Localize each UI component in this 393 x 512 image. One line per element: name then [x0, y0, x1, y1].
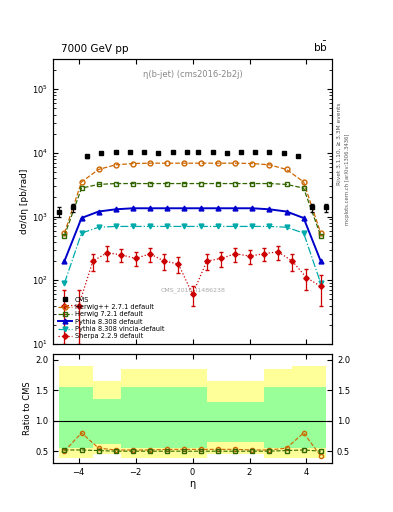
Y-axis label: Ratio to CMS: Ratio to CMS: [23, 382, 32, 435]
Text: mcplots.cern.ch [arXiv:1306.3436]: mcplots.cern.ch [arXiv:1306.3436]: [345, 134, 350, 225]
Text: b$\mathregular{\bar{b}}$: b$\mathregular{\bar{b}}$: [314, 39, 328, 54]
Text: Rivet 3.1.10, ≥ 3.3M events: Rivet 3.1.10, ≥ 3.3M events: [337, 102, 342, 185]
Legend: CMS, Herwig++ 2.7.1 default, Herwig 7.2.1 default, Pythia 8.308 default, Pythia : CMS, Herwig++ 2.7.1 default, Herwig 7.2.…: [56, 295, 166, 340]
Y-axis label: dσ/dη [pb/rad]: dσ/dη [pb/rad]: [20, 168, 29, 234]
Text: CMS_2016_I1486238: CMS_2016_I1486238: [160, 287, 225, 292]
X-axis label: η: η: [189, 479, 196, 488]
Text: 7000 GeV pp: 7000 GeV pp: [61, 44, 129, 54]
Text: η(b-jet) (cms2016-2b2j): η(b-jet) (cms2016-2b2j): [143, 70, 242, 79]
